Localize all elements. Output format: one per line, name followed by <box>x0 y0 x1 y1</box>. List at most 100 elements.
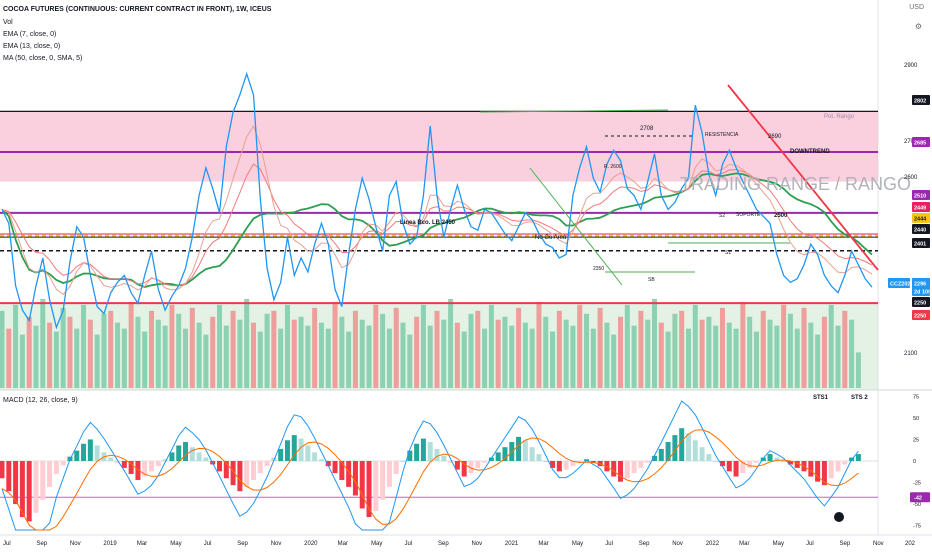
macd-hist-bar <box>169 452 175 461</box>
volume-bar <box>318 322 324 388</box>
volume-bar <box>808 322 814 388</box>
volume-bar <box>767 319 773 388</box>
macd-hist-bar <box>733 461 739 477</box>
volume-bar <box>577 304 583 388</box>
volume-bar <box>407 334 413 388</box>
volume-bar <box>760 310 766 388</box>
annotation-s1: S1 <box>725 250 731 256</box>
macd-tick: 25 <box>913 437 919 443</box>
annotation-sb: SB <box>648 277 655 283</box>
x-axis-label: Jul <box>405 541 413 547</box>
x-axis-label: Nov <box>672 541 683 547</box>
macd-hist-bar <box>590 461 596 463</box>
price-badge-text: CCZ2022 <box>890 282 914 288</box>
macd-hist-bar <box>359 461 365 509</box>
x-axis-label: Mar <box>338 541 348 547</box>
volume-bar <box>475 310 481 388</box>
macd-hist-bar <box>162 459 168 461</box>
macd-hist-bar <box>237 461 243 492</box>
volume-bar <box>386 328 392 388</box>
macd-hist-bar <box>346 461 352 487</box>
macd-hist-bar <box>781 461 787 462</box>
annotation-s2350: 2350 <box>593 266 604 272</box>
vol-label: Vol <box>3 19 13 26</box>
volume-bar <box>380 313 386 388</box>
macd-hist-bar <box>19 461 25 518</box>
macd-hist-bar <box>427 442 433 461</box>
volume-bar <box>821 316 827 388</box>
currency-label: USD <box>909 4 924 11</box>
macd-hist-bar <box>420 438 426 461</box>
replay-icon <box>834 512 844 522</box>
annotation-downtrend: DOWNTREND <box>790 149 830 155</box>
macd-hist-bar <box>400 461 406 462</box>
volume-bar <box>692 304 698 388</box>
macd-hist-bar <box>81 443 87 461</box>
volume-bar <box>597 307 603 388</box>
volume-bar <box>787 313 793 388</box>
macd-hist-bar <box>183 442 189 461</box>
annotation-sts2: STS 2 <box>851 395 868 401</box>
macd-hist-bar <box>230 461 236 486</box>
x-axis-label: Nov <box>873 541 884 547</box>
volume-bar <box>400 322 406 388</box>
macd-hist-bar <box>284 440 290 461</box>
volume-bar <box>183 328 189 388</box>
macd-hist-bar <box>543 461 549 462</box>
volume-bar <box>679 310 685 388</box>
volume-bar <box>665 331 671 388</box>
lines-layer <box>0 71 878 330</box>
macd-tick: -75 <box>913 524 921 530</box>
diag-green-line <box>529 167 623 286</box>
volume-bar <box>468 313 474 388</box>
volume-bar <box>271 310 277 388</box>
macd-hist-bar <box>821 461 827 486</box>
price-tick: 2900 <box>904 63 918 69</box>
macd-hist-bar <box>366 461 372 518</box>
volume-layer <box>0 298 861 388</box>
x-axis-label: May <box>170 541 181 547</box>
macd-tick: -25 <box>913 481 921 487</box>
ema13-line <box>1 163 873 287</box>
volume-bar <box>842 310 848 388</box>
macd-hist-bar <box>522 440 528 461</box>
volume-bar <box>658 322 664 388</box>
macd-hist-bar <box>121 461 127 468</box>
signal-line <box>1 429 859 531</box>
price-badge-bg <box>912 202 930 212</box>
macd-hist-bar <box>495 452 501 461</box>
volume-bar <box>482 328 488 388</box>
price-badge-text: 2296 <box>914 282 926 288</box>
volume-bar <box>774 325 780 388</box>
volume-bar <box>13 304 19 388</box>
volume-bar <box>40 298 46 388</box>
volume-bar <box>135 316 141 388</box>
settings-icon[interactable]: ⚙ <box>914 22 922 31</box>
macd-hist-bar <box>679 428 685 461</box>
macd-hist-bar <box>53 461 59 474</box>
volume-bar <box>244 298 250 388</box>
volume-bar <box>828 304 834 388</box>
volume-bar <box>454 322 460 388</box>
volume-bar <box>346 331 352 388</box>
macd-hist-bar <box>658 448 664 461</box>
volume-bar <box>312 307 318 388</box>
macd-hist-bar <box>747 461 753 468</box>
macd-hist-bar <box>33 461 39 513</box>
volume-bar <box>855 352 861 388</box>
price-badge-text: 2444 <box>914 217 927 223</box>
volume-bar <box>618 316 624 388</box>
macd-hist-bar <box>189 447 195 461</box>
volume-bar <box>611 334 617 388</box>
macd-hist-bar <box>475 461 481 468</box>
annotation-r2600: R. 2600 <box>604 164 622 170</box>
annotation-no_go: No Go Area <box>535 235 567 241</box>
x-axis-label: Sep <box>840 541 851 547</box>
volume-bar <box>393 307 399 388</box>
macd-hist-bar <box>468 461 474 474</box>
ma50-label: MA (50, close, 0, SMA, 5) <box>3 55 83 62</box>
volume-bar <box>217 304 222 388</box>
x-axis-label: Mar <box>137 541 147 547</box>
annotation-linea_bco: Linea Bco. LB 2450 <box>400 220 456 226</box>
